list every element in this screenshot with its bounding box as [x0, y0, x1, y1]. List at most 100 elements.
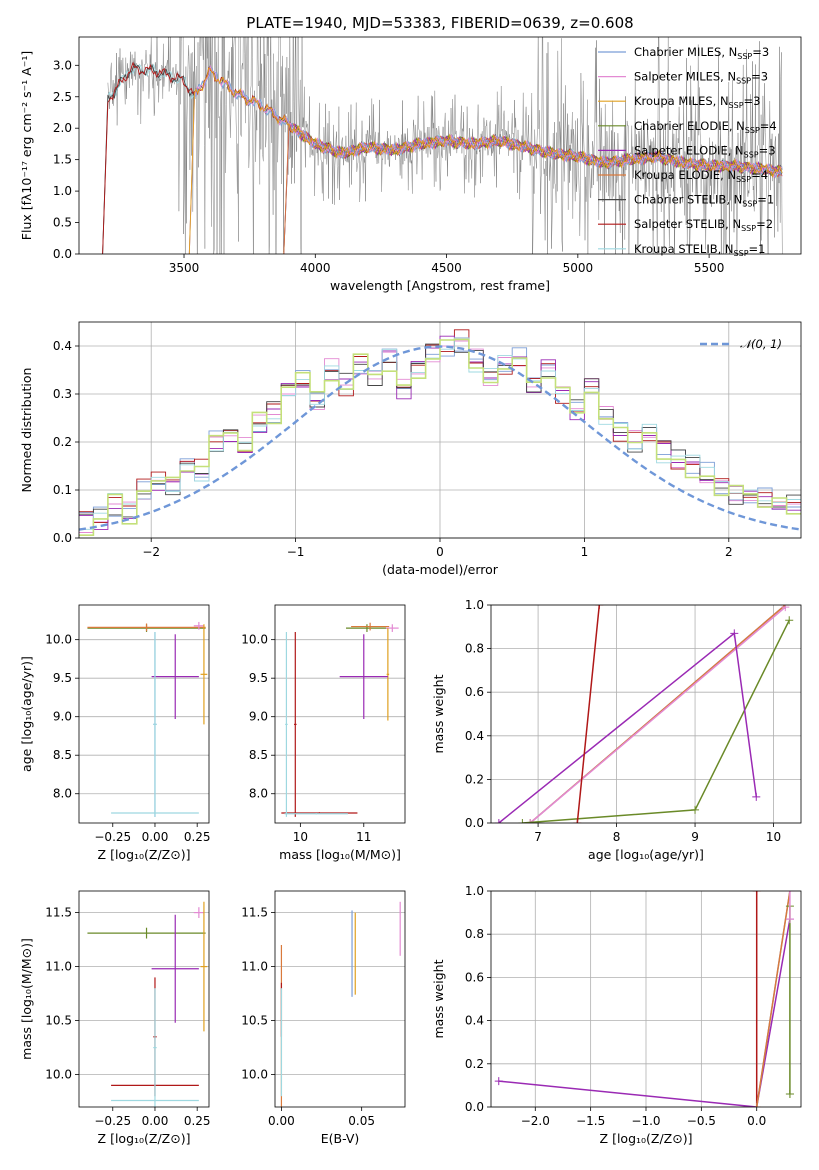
legend-label-sub: SSP [737, 52, 752, 61]
legend-label-main: Kroupa STELIB, N [634, 242, 734, 256]
y-tick-label: 11.5 [45, 906, 72, 920]
x-tick-label: 10 [293, 830, 308, 844]
y-tick-label: 0.6 [465, 685, 484, 699]
y-axis-label: age [log₁₀(age/yr)] [19, 656, 34, 772]
age-vs-metallicity-panel: −0.25 0.00 0.25 8.0 8.5 9.0 9.5 10.0 Z [log₁₀(Z/… [19, 604, 211, 862]
y-axis-label: mass weight [431, 674, 446, 753]
weight-point-marker [785, 915, 794, 924]
x-tick-label: 9 [691, 830, 699, 844]
legend-label: Kroupa ELODIE, NSSP=4 [634, 168, 768, 184]
y-tick-label: 1.0 [53, 184, 72, 198]
weight-point-marker [752, 891, 761, 895]
x-tick-label: 5500 [694, 261, 725, 275]
legend-label-suffix: =3 [744, 94, 761, 108]
legend-label-suffix: =1 [757, 193, 774, 207]
x-tick-label: 3500 [169, 261, 200, 275]
x-axis-label: Z [log₁₀(Z/Z⊙)] [98, 847, 191, 862]
y-tick-label: 0.0 [53, 247, 72, 261]
legend-label-main: Salpeter STELIB, N [634, 217, 741, 231]
plot-area [87, 901, 208, 1107]
x-tick-label: −1.0 [631, 1114, 660, 1128]
y-tick-label: 11.0 [241, 960, 268, 974]
weight-point-marker [518, 819, 527, 823]
observed-spectrum-line [107, 37, 783, 254]
mass-vs-metallicity-panel: −0.25 0.00 0.25 10.0 10.5 11.0 11.5 Z [log₁₀(Z/… [19, 890, 211, 1146]
histogram-step-line [79, 338, 801, 536]
x-tick-label: 0.00 [268, 1114, 295, 1128]
weight-series-line [522, 619, 790, 823]
plot-area [281, 622, 399, 817]
x-tick-label: 0.00 [142, 830, 169, 844]
x-tick-label: −2 [142, 545, 160, 559]
x-axis-label: Z [log₁₀(Z/Z⊙)] [600, 1131, 693, 1146]
y-tick-label: 9.0 [249, 710, 268, 724]
legend-label: Salpeter STELIB, NSSP=2 [634, 217, 773, 233]
x-tick-label: −0.25 [94, 830, 131, 844]
weight-point-marker [691, 805, 700, 814]
y-tick-label: 8.5 [53, 748, 72, 762]
y-tick-label: 0.6 [465, 970, 484, 984]
legend-label-suffix: =2 [756, 217, 773, 231]
legend-label-sub: SSP [736, 77, 751, 86]
residual-histogram-panel: −2 −1 0 1 2 0.0 0.1 0.2 0.3 0.4 (data-model)/error… [19, 321, 802, 577]
y-tick-label: 0.0 [465, 1100, 484, 1114]
y-tick-label: 0.2 [53, 435, 72, 449]
y-tick-label: 11.0 [45, 960, 72, 974]
legend-label: Kroupa MILES, NSSP=3 [634, 94, 760, 110]
weight-series-line [755, 891, 791, 1107]
x-tick-label: −0.25 [94, 1114, 131, 1128]
weight-point-marker [785, 891, 794, 895]
weight-point-marker [494, 1077, 503, 1086]
legend-label-main: Kroupa ELODIE, N [634, 168, 736, 182]
y-tick-label: 9.5 [249, 671, 268, 685]
weight-series-line [498, 631, 758, 823]
x-tick-label: 8 [613, 830, 621, 844]
legend-label: Chabrier MILES, NSSP=3 [634, 45, 769, 61]
y-tick-label: 1.0 [465, 598, 484, 612]
weight-point-marker [595, 605, 604, 609]
legend-label-main: Kroupa MILES, N [634, 94, 729, 108]
weight-point-marker [781, 605, 790, 612]
legend-label-main: Chabrier ELODIE, N [634, 119, 745, 133]
mass-vs-extinction-panel: 0.00 0.05 10.0 10.5 11.0 11.5 E(B-V) [241, 890, 406, 1146]
weight-point-marker [752, 1103, 761, 1107]
x-axis-label: Z [log₁₀(Z/Z⊙)] [98, 1131, 191, 1146]
axes-frame [78, 604, 210, 824]
legend-label-sub: SSP [745, 126, 760, 135]
legend-label-suffix: =3 [751, 70, 768, 84]
x-tick-label: 0.0 [747, 1114, 766, 1128]
figure-title: PLATE=1940, MJD=53383, FIBERID=0639, z=0… [246, 14, 633, 32]
y-tick-label: 2.5 [53, 90, 72, 104]
x-tick-label: 0 [436, 545, 444, 559]
x-tick-label: 1 [581, 545, 589, 559]
y-tick-label: 8.0 [53, 787, 72, 801]
y-tick-label: 1.5 [53, 153, 72, 167]
legend-label-sub: SSP [744, 150, 759, 159]
weight-point-marker [752, 792, 761, 801]
x-axis-label: mass [log₁₀(M/M⊙)] [279, 847, 401, 862]
y-tick-label: 2.0 [53, 121, 72, 135]
weight-point-marker [785, 616, 794, 625]
legend-label: Chabrier STELIB, NSSP=1 [634, 193, 774, 209]
y-tick-label: 10.0 [45, 633, 72, 647]
x-tick-label: −0.5 [687, 1114, 716, 1128]
y-tick-label: 9.5 [53, 671, 72, 685]
plot-area [102, 37, 783, 254]
x-axis-label: E(B-V) [321, 1131, 360, 1146]
x-tick-label: −1.5 [576, 1114, 605, 1128]
spectrum-panel: 3500 4000 4500 5000 5500 0.0 0.5 1.0 1.5 2.0 2.5 3.… [19, 36, 802, 293]
y-axis-label: mass weight [431, 959, 446, 1038]
plot-area [494, 605, 794, 823]
model-spectrum-line [283, 120, 783, 254]
normal-curve-line [79, 345, 801, 531]
y-tick-label: 9.0 [53, 710, 72, 724]
y-tick-label: 10.5 [241, 1014, 268, 1028]
x-tick-label: 10 [766, 830, 781, 844]
legend-label-sub: SSP [729, 101, 744, 110]
legend-label-suffix: =4 [751, 168, 768, 182]
weight-point-marker [785, 1090, 794, 1099]
x-tick-label: 0.00 [142, 1114, 169, 1128]
y-tick-label: 0.0 [53, 531, 72, 545]
y-tick-label: 0.8 [465, 927, 484, 941]
